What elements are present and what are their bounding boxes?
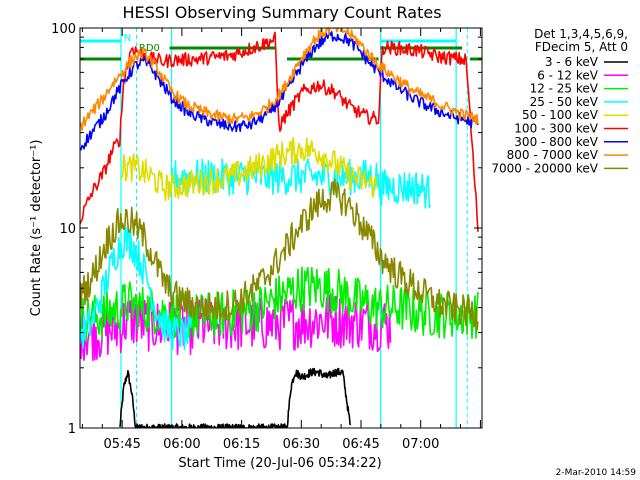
x-tick-label-07:00: 07:00 <box>402 437 439 452</box>
x-tick-label-06:15: 06:15 <box>223 437 260 452</box>
x-axis-label: Start Time (20-Jul-06 05:34:22) <box>178 456 381 471</box>
legend-label-0: 3 - 6 keV <box>545 55 599 69</box>
series-line-3 <box>80 226 193 351</box>
x-tick-label-06:00: 06:00 <box>163 437 200 452</box>
legend-label-4: 50 - 100 keV <box>522 108 599 122</box>
y-tick-label-10: 10 <box>59 222 76 237</box>
series-line-0 <box>119 367 352 428</box>
flag-label-n: N <box>124 33 131 44</box>
x-axis: 05:45 06:00 06:15 06:30 06:45 07:00 <box>81 28 481 452</box>
chart-title: HESSI Observing Summary Count Rates <box>122 3 441 22</box>
x-tick-label-06:30: 06:30 <box>283 437 320 452</box>
series-line-5 <box>377 169 432 209</box>
legend-label-8: 7000 - 20000 keV <box>491 161 598 175</box>
y-tick-label-1: 1 <box>68 422 76 437</box>
x-tick-label-05:45: 05:45 <box>103 437 140 452</box>
series-line-9 <box>80 28 479 132</box>
series-line-8 <box>80 31 479 151</box>
series-line-2 <box>80 266 479 343</box>
x-tick-label-06:45: 06:45 <box>342 437 379 452</box>
legend-label-7: 800 - 7000 keV <box>507 148 599 162</box>
footer-date: 2-Mar-2010 14:59 <box>556 468 637 478</box>
legend-label-5: 100 - 300 keV <box>514 122 598 136</box>
flag-label-rd: RD0 <box>139 43 160 54</box>
legend-label-6: 300 - 800 keV <box>514 135 598 149</box>
legend-label-1: 6 - 12 keV <box>537 68 599 82</box>
series-line-1 <box>80 294 392 362</box>
legend-label-3: 25 - 50 keV <box>530 95 599 109</box>
series-line-10 <box>80 178 479 331</box>
legend-header-line-2: FDecim 5, Att 0 <box>535 40 628 54</box>
y-axis-label: Count Rate (s⁻¹ detector⁻¹) <box>29 140 44 317</box>
plot-area: N RD0 <box>80 28 482 428</box>
legend-header-line-1: Det 1,3,4,5,6,9, <box>534 27 628 41</box>
y-tick-label-100: 100 <box>51 22 76 37</box>
series-line-6 <box>119 137 379 202</box>
legend: Det 1,3,4,5,6,9, FDecim 5, Att 0 3 - 6 k… <box>491 27 628 175</box>
y-axis: 1 10 100 <box>51 22 482 437</box>
legend-label-2: 12 - 25 keV <box>530 82 599 96</box>
